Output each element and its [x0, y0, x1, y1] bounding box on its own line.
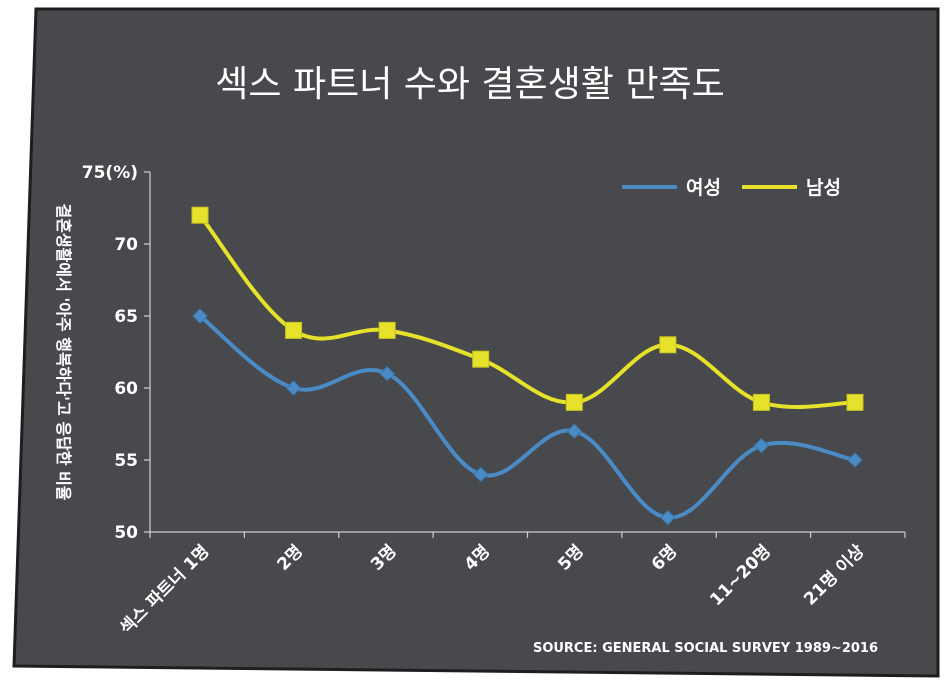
y-tick-label: 60	[114, 379, 138, 399]
data-point-women	[379, 365, 395, 382]
data-point-men	[846, 393, 864, 411]
y-tick-label: 75(%)	[82, 163, 138, 183]
series-group	[191, 206, 864, 526]
data-point-women	[847, 452, 863, 468]
y-tick-label: 50	[114, 523, 138, 543]
y-axis-label: 결혼생활에서 '아주 행복하다'고 응답한 비율	[54, 203, 73, 500]
y-tick-labels: 50 55 60 65 70 75(%)	[82, 163, 150, 543]
legend: 여성 남성	[622, 177, 841, 199]
data-point-men	[191, 206, 209, 224]
legend-label-men: 남성	[806, 177, 841, 199]
data-point-men	[752, 393, 770, 411]
y-tick-label: 65	[114, 307, 138, 327]
data-point-men	[285, 321, 303, 339]
data-point-men	[472, 350, 490, 368]
data-point-men	[565, 393, 583, 411]
data-point-men	[378, 321, 396, 339]
y-tick-label: 70	[114, 235, 138, 255]
data-point-men	[659, 336, 677, 354]
y-tick-label: 55	[114, 451, 138, 471]
source-note: SOURCE: GENERAL SOCIAL SURVEY 1989~2016	[533, 641, 878, 656]
legend-label-women: 여성	[686, 177, 721, 199]
chart-panel	[12, 7, 940, 678]
chart-title: 섹스 파트너 수와 결혼생활 만족도	[215, 64, 724, 105]
data-point-women	[285, 380, 302, 396]
data-point-women	[192, 308, 208, 324]
data-point-women	[753, 437, 770, 454]
series-line-women	[198, 314, 856, 520]
data-point-women	[660, 509, 676, 526]
data-point-women	[473, 466, 489, 483]
data-point-women	[566, 423, 582, 439]
